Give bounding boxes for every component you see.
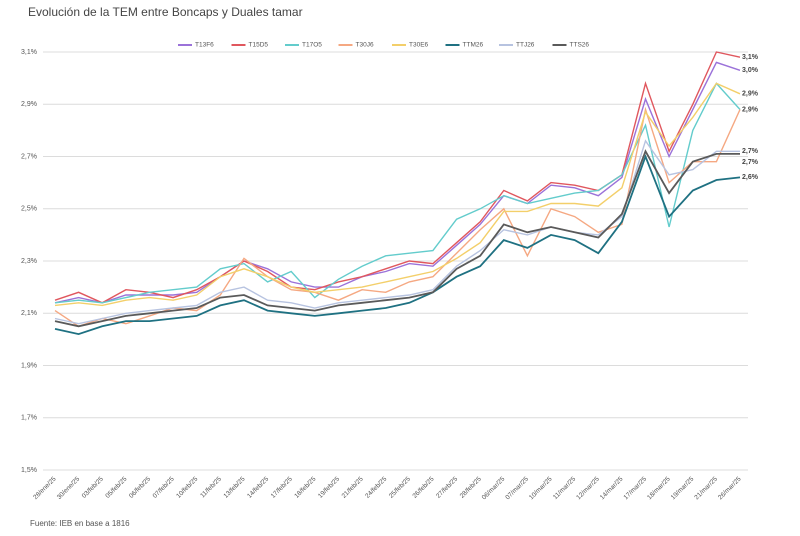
series-line [54,153,741,336]
x-tick-label: 19/mar/25 [670,475,696,501]
x-tick-label: 26/mar/25 [717,475,743,501]
x-tick-label: 17/mar/25 [622,475,648,501]
x-tick-label: 19/feb/25 [317,475,341,499]
x-tick-label: 14/feb/25 [246,475,270,499]
x-tick-label: 10/mar/25 [528,475,554,501]
y-tick-label: 3,1% [21,49,37,56]
data-label: 3,0% [742,67,759,74]
data-label: 2,9% [742,106,759,113]
data-label: 2,7% [742,159,759,166]
legend-label: TTJ26 [516,42,535,49]
x-tick-label: 06/mar/25 [481,475,507,501]
x-tick-label: 18/feb/25 [293,475,317,499]
x-tick-label: 05/feb/25 [104,475,128,499]
legend-label: T17O5 [302,42,322,49]
x-tick-label: 12/mar/25 [575,475,601,501]
x-tick-label: 24/feb/25 [364,475,388,499]
y-tick-label: 1,9% [21,362,37,369]
x-tick-label: 30/ene/25 [56,475,82,501]
x-tick-label: 07/mar/25 [504,475,530,501]
y-tick-label: 2,1% [21,310,37,317]
y-tick-label: 2,5% [21,206,37,213]
legend-label: T15D5 [249,42,269,49]
y-tick-label: 1,5% [21,467,37,474]
x-tick-label: 03/feb/25 [81,475,105,499]
data-label: 2,6% [742,174,759,181]
x-tick-label: 21/mar/25 [693,475,719,501]
x-tick-label: 21/feb/25 [341,475,365,499]
data-label: 3,1% [742,54,759,61]
x-tick-label: 27/feb/25 [435,475,459,499]
legend-label: T30E6 [409,42,429,49]
series-line [54,82,741,307]
legend-label: TTM26 [463,42,484,49]
x-tick-label: 13/feb/25 [222,475,246,499]
data-label: 2,7% [742,148,759,155]
y-tick-label: 1,7% [21,415,37,422]
x-tick-label: 28/ene/25 [32,475,58,501]
series-line [54,149,740,328]
x-tick-label: 07/feb/25 [152,475,176,499]
y-tick-label: 2,9% [21,101,37,108]
series-line [54,82,741,304]
x-tick-label: 17/feb/25 [270,475,294,499]
y-tick-label: 2,7% [21,153,37,160]
x-tick-label: 10/feb/25 [175,475,199,499]
chart-title: Evolución de la TEM entre Boncaps y Dual… [28,5,303,19]
series-line [54,61,741,304]
data-label: 2,9% [742,91,759,98]
legend-label: TTS26 [570,42,590,49]
x-tick-label: 06/feb/25 [128,475,152,499]
x-tick-label: 11/mar/25 [552,475,578,501]
x-tick-label: 28/feb/25 [459,475,483,499]
x-tick-label: 18/mar/25 [646,475,672,501]
x-tick-label: 25/feb/25 [388,475,412,499]
x-tick-label: 14/mar/25 [599,475,625,501]
x-tick-label: 26/feb/25 [411,475,435,499]
legend-label: T13F6 [195,42,214,49]
series-line [54,51,741,304]
y-tick-label: 2,3% [21,258,37,265]
x-tick-label: 11/feb/25 [199,475,223,499]
legend-label: T30J6 [356,42,374,49]
source: Fuente: IEB en base a 1816 [30,519,130,528]
series-line [54,139,740,325]
